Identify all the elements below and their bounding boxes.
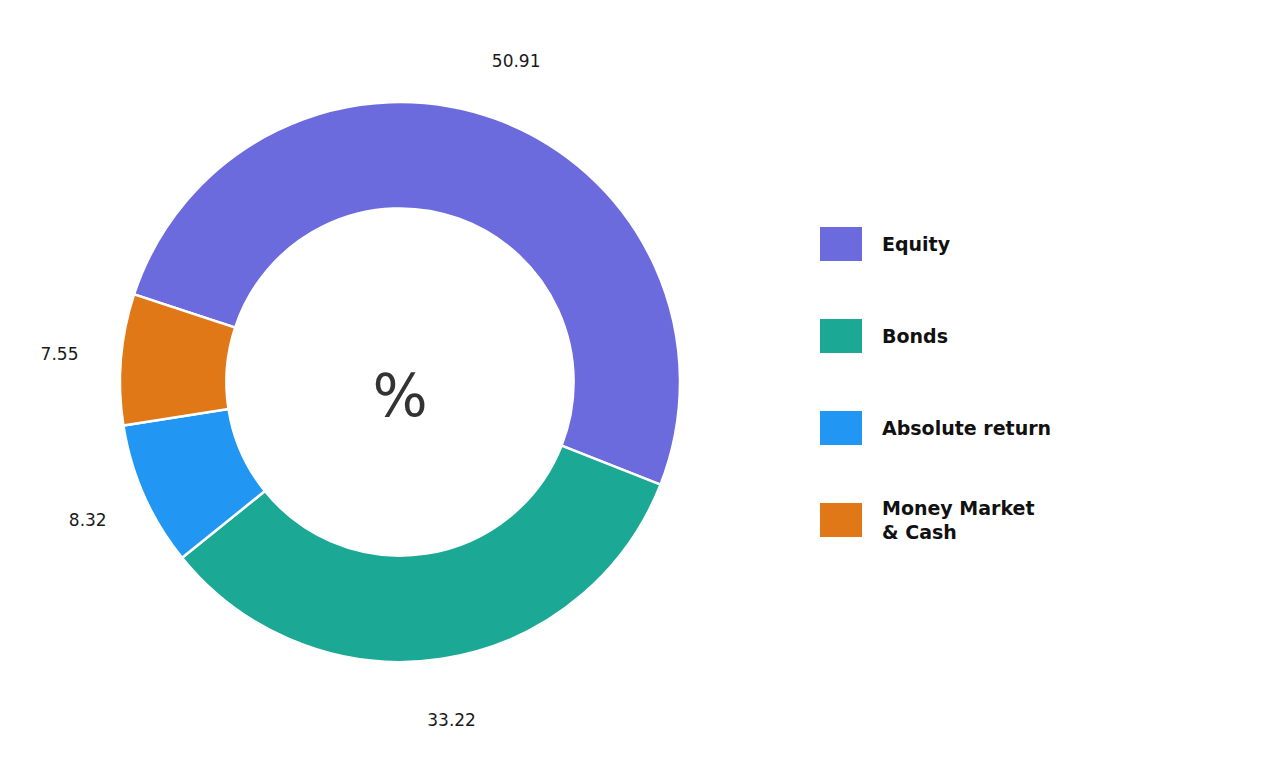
legend-swatch bbox=[820, 319, 862, 353]
chart-svg: 50.91 33.22 8.32 7.55% Equity Bonds Absolute r… bbox=[0, 0, 1280, 764]
pie-group: 50.91 33.22 8.32 7.55% bbox=[41, 51, 680, 730]
legend-swatch bbox=[820, 227, 862, 261]
data-label: 33.22 bbox=[427, 710, 476, 730]
data-label: 7.55 bbox=[41, 344, 79, 364]
legend-item: Absolute return bbox=[820, 411, 1051, 445]
legend: Equity Bonds Absolute return Money Market& … bbox=[820, 227, 1051, 543]
legend-label: Equity bbox=[882, 233, 951, 255]
legend-item: Equity bbox=[820, 227, 951, 261]
slice bbox=[123, 409, 264, 558]
legend-swatch bbox=[820, 503, 862, 537]
legend-item: Bonds bbox=[820, 319, 948, 353]
data-label: 8.32 bbox=[69, 510, 107, 530]
legend-label: Absolute return bbox=[882, 417, 1051, 439]
legend-item: Money Market& Cash bbox=[820, 497, 1035, 543]
data-label: 50.91 bbox=[492, 51, 541, 71]
legend-label: Bonds bbox=[882, 325, 948, 347]
slice bbox=[120, 294, 235, 425]
legend-swatch bbox=[820, 411, 862, 445]
center-text: % bbox=[372, 362, 427, 430]
legend-label: Money Market& Cash bbox=[882, 497, 1035, 543]
